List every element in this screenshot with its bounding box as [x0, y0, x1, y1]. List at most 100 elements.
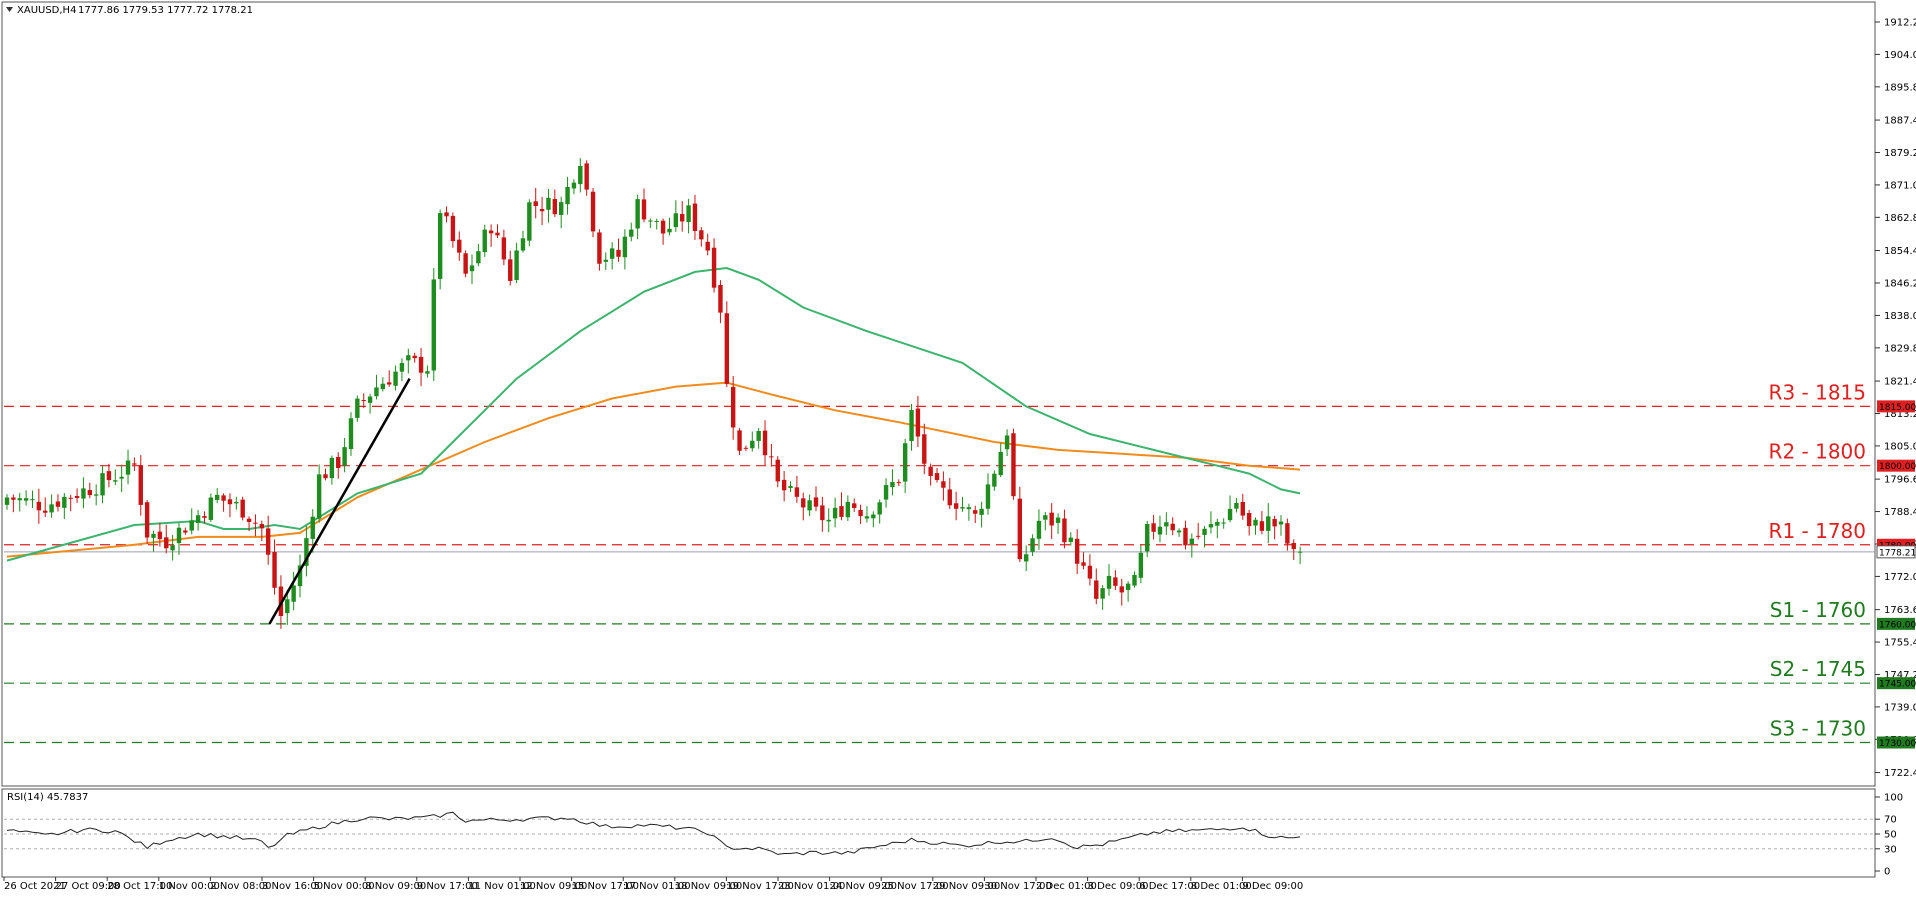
- trendline-layer[interactable]: [268, 378, 411, 625]
- candle: [998, 442, 1003, 478]
- rsi-series: [4, 811, 1875, 856]
- candle: [304, 525, 309, 577]
- candle-body: [444, 212, 449, 217]
- time-tick-label: 12 Nov 09:00: [520, 881, 587, 892]
- price-tick-label: 1805.00: [1884, 441, 1916, 452]
- candle-body: [1138, 552, 1144, 578]
- candle-body: [215, 494, 220, 500]
- candle-body: [437, 213, 443, 279]
- ohlc-readout: 1777.86 1779.53 1777.72 1778.21: [78, 5, 253, 16]
- candle: [1119, 578, 1124, 606]
- price-tick-label: 1722.40: [1884, 768, 1916, 779]
- candle: [23, 490, 29, 506]
- candle-body: [1240, 501, 1245, 516]
- candle-body: [1011, 433, 1016, 497]
- candle: [813, 486, 819, 512]
- candle: [699, 227, 704, 247]
- price-axis: 1912.20 1904.00 1895.80 1887.40 1879.20 1871.…: [1875, 17, 1916, 779]
- time-tick-label: 19 Nov 17:00: [726, 881, 793, 892]
- candle: [622, 229, 628, 270]
- candle: [609, 242, 615, 270]
- current-price-tag-label: 1778.21: [1879, 548, 1916, 558]
- candle: [514, 242, 519, 284]
- candle: [1234, 497, 1239, 513]
- candle-body: [323, 474, 328, 479]
- rsi-line: [6, 811, 1301, 856]
- candle-body: [253, 522, 258, 524]
- candle: [616, 238, 621, 262]
- candle: [902, 438, 908, 493]
- candle: [1202, 526, 1207, 548]
- candle: [183, 527, 188, 535]
- candle: [316, 464, 322, 523]
- time-tick-label: 11 Nov 01:00: [468, 881, 535, 892]
- candle: [839, 492, 844, 521]
- candle: [788, 481, 793, 493]
- candle: [310, 509, 315, 553]
- candle-body: [1106, 575, 1112, 589]
- candle-body: [43, 510, 48, 513]
- candle: [444, 206, 449, 223]
- candle: [1170, 517, 1175, 536]
- candle: [355, 395, 360, 422]
- candle-body: [826, 519, 831, 522]
- candle-body: [1246, 512, 1252, 527]
- time-tick-label: 6 Dec 17:00: [1139, 881, 1200, 892]
- candle-body: [1049, 512, 1054, 526]
- candle-body: [1234, 502, 1239, 509]
- price-tick-label: 1747.20: [1884, 670, 1916, 681]
- candle: [896, 479, 901, 486]
- time-tick-label: 24 Nov 09:00: [830, 881, 897, 892]
- candle: [1176, 528, 1182, 537]
- price-tag-label: 1760.00: [1879, 620, 1916, 630]
- candle-body: [1259, 521, 1265, 531]
- time-tick-label: 27 Oct 09:00: [56, 881, 121, 892]
- candle: [297, 554, 303, 598]
- candlestick-series: [4, 158, 1303, 629]
- candle-body: [743, 447, 749, 449]
- candle-body: [801, 498, 806, 508]
- candle-body: [539, 208, 545, 212]
- price-tick-label: 1772.00: [1884, 572, 1916, 583]
- candle: [336, 452, 341, 479]
- candle: [1138, 545, 1144, 584]
- candle: [437, 209, 443, 290]
- price-tag-box: [1877, 736, 1915, 749]
- price-tick-label: 1829.80: [1884, 343, 1916, 354]
- candle-body: [1195, 535, 1201, 537]
- candle-body: [355, 398, 360, 418]
- candle-body: [781, 479, 787, 491]
- price-tick-label: 1879.20: [1884, 148, 1916, 159]
- candle: [380, 377, 386, 392]
- candle-body: [68, 497, 73, 499]
- candle-body: [928, 466, 933, 476]
- rsi-axis: 100 70 50 30 0: [1875, 793, 1903, 878]
- candle-body: [176, 527, 182, 544]
- candle-body: [240, 499, 245, 518]
- candle: [737, 428, 742, 455]
- candle-body: [457, 239, 462, 253]
- candle-body: [1087, 565, 1093, 579]
- candle: [81, 477, 86, 509]
- time-tick-label: 5 Nov 00:00: [314, 881, 375, 892]
- candle-body: [571, 182, 577, 189]
- candle: [520, 230, 526, 253]
- candle: [680, 201, 685, 232]
- candle-body: [488, 230, 494, 234]
- candle: [100, 465, 105, 504]
- candle: [527, 199, 532, 247]
- collapse-triangle-icon[interactable]: [6, 7, 13, 12]
- candle: [922, 423, 927, 475]
- candle-body: [157, 531, 163, 540]
- candle: [55, 494, 61, 512]
- candle-body: [629, 229, 634, 237]
- candle-body: [23, 498, 29, 501]
- trendline[interactable]: [268, 378, 411, 625]
- fast-moving-average-line: [6, 266, 1301, 562]
- candle: [883, 478, 889, 508]
- candle-body: [74, 495, 80, 499]
- candle: [361, 393, 366, 409]
